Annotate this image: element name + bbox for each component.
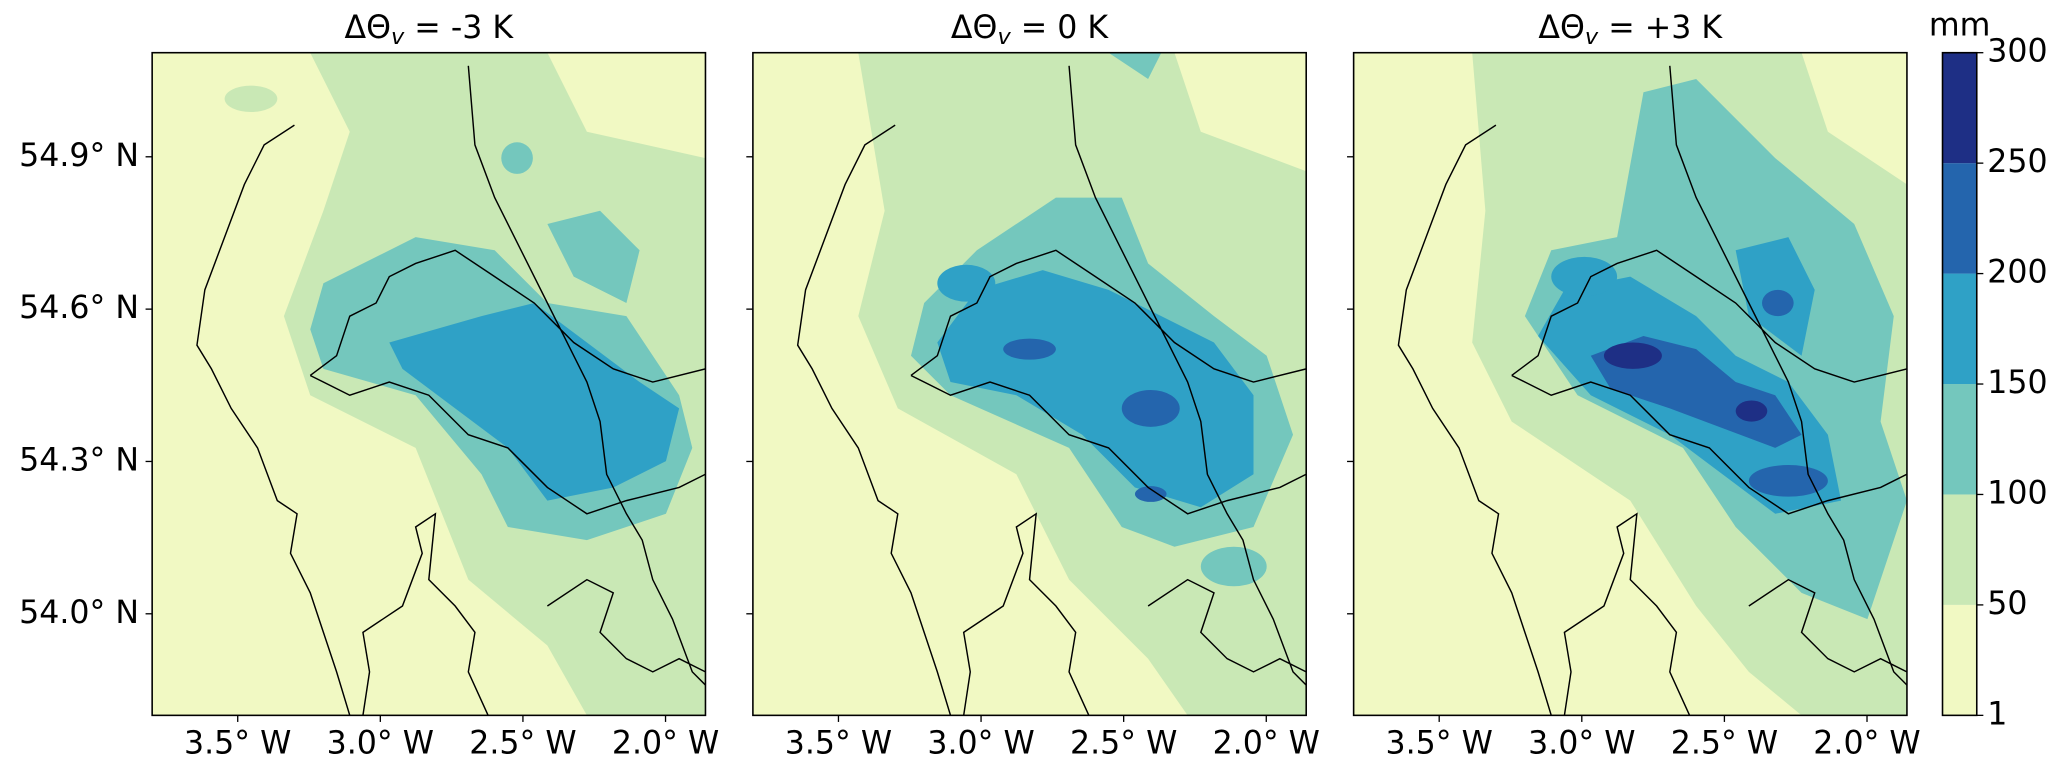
title-prefix: ΔΘ [1538,10,1585,46]
colorbar-segment [1942,273,1977,385]
colorbar-tick-label: 250 [1987,144,2047,180]
contour-fill [1603,342,1662,369]
title-prefix: ΔΘ [344,10,391,46]
y-tick-label: 54.9° N [19,138,139,174]
contour-fill [1200,546,1267,587]
title-suffix: = -3 K [404,10,514,46]
x-tick-label: 3.5° W [785,725,892,761]
contour-fill [1735,400,1768,422]
contour-fill [501,142,533,174]
contour-fill [1134,486,1167,502]
panel-title: ΔΘv = -3 K [344,10,514,49]
colorbar-tick-label: 300 [1987,34,2047,70]
colorbar-tick-label: 1 [1987,696,2007,732]
y-tick-label: 54.6° N [19,290,139,326]
x-tick-label: 3.5° W [1385,725,1492,761]
contour-fill [1003,338,1056,360]
colorbar-segment [1942,494,1977,605]
title-sub: v [391,23,405,49]
contour-fill [1551,256,1618,297]
panel-frame [752,51,1307,717]
x-tick-label: 3.5° W [184,725,291,761]
panel-title: ΔΘv = 0 K [951,10,1110,49]
x-tick-label: 2.0° W [1213,725,1320,761]
panel-frame [1352,51,1908,717]
title-sub: v [997,23,1011,49]
colorbar-tick-label: 100 [1987,475,2047,511]
map-panel: ΔΘv = 0 K 3.5° W 3.0° W 2.5° W 2.0° W [746,10,1320,761]
x-tick-label: 3.0° W [327,725,434,761]
x-tick-label: 3.0° W [1528,725,1635,761]
title-prefix: ΔΘ [951,10,998,46]
colorbar-segment [1942,52,1977,164]
map-panel: ΔΘv = -3 K 3.5° W 3.0° W 2.5° W 2.0° W 54.9° … [19,10,719,761]
contour-fill [1762,289,1794,317]
contour-fill [937,264,996,302]
contour-fill [1121,389,1180,427]
x-tick-label: 2.0° W [1813,725,1920,761]
colorbar-tick-label: 200 [1987,255,2047,291]
contour-fill [547,210,640,304]
colorbar-segment [1942,163,1977,274]
contour-fill [389,303,680,501]
map-panel: ΔΘv = +3 K 3.5° W 3.0° W 2.5° W 2.0° W [1347,10,1921,761]
x-tick-label: 3.0° W [927,725,1034,761]
panels: ΔΘv = -3 K3.5° W 3.0° W 2.5° W 2.0° W54.9° … [19,10,2048,761]
x-tick-label: 2.5° W [469,725,576,761]
contour-fill [1108,52,1162,80]
title-suffix: = 0 K [1011,10,1110,46]
contour-fill [937,270,1254,508]
title-suffix: = +3 K [1598,10,1723,46]
contour-fill [224,85,278,112]
x-tick-label: 2.5° W [1671,725,1778,761]
colorbar-label: mm [1929,7,1991,43]
map-content [1353,52,1907,716]
panel-title: ΔΘv = +3 K [1538,10,1723,49]
contour-fill [1748,465,1828,497]
title-sub: v [1585,23,1599,49]
colorbar-tick-label: 50 [1987,586,2027,622]
x-tick-label: 2.0° W [612,725,719,761]
map-content [752,52,1307,716]
x-tick-label: 2.5° W [1070,725,1177,761]
y-tick-label: 54.0° N [19,595,139,631]
panel-frame [151,51,707,717]
y-tick-label: 54.3° N [19,442,139,478]
colorbar-segment [1942,384,1977,495]
colorbar-tick-label: 150 [1987,365,2047,401]
map-content [152,52,706,716]
colorbar-segment [1942,604,1977,716]
